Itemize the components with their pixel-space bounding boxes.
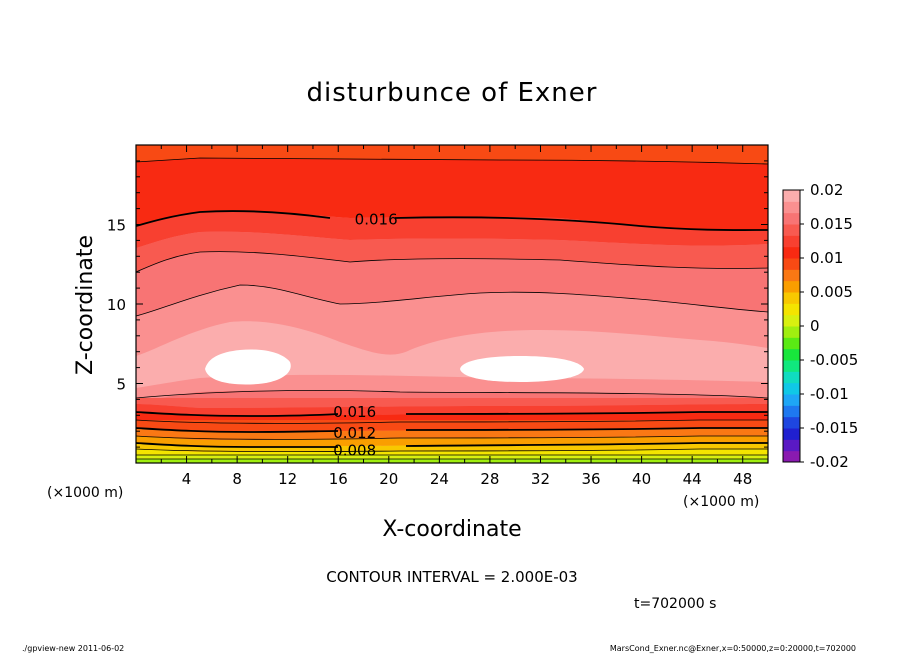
colorbar-segment <box>783 190 800 202</box>
colorbar-tick-label: -0.01 <box>810 385 849 403</box>
x-tick-label: 20 <box>379 470 398 488</box>
band-0.020-plus <box>136 145 768 164</box>
footer-left: ./gpview-new 2011-06-02 <box>22 644 124 653</box>
x-tick-label: 16 <box>329 470 348 488</box>
colorbar-segment <box>783 439 800 452</box>
contour-interval: CONTOUR INTERVAL = 2.000E-03 <box>326 568 577 586</box>
contour-line-0.016-mid <box>136 284 768 317</box>
footer-right: MarsCond_Exner.nc@Exner,x=0:50000,z=0:20… <box>610 644 856 653</box>
colorbar-segment <box>783 416 800 429</box>
colorbar-segment <box>783 405 800 418</box>
x-tick-label: 12 <box>278 470 297 488</box>
contour-line-0.016-upper <box>136 210 768 231</box>
contour-label: 0.012 <box>333 424 376 442</box>
x-tick-label: 8 <box>232 470 242 488</box>
x-tick-label: 36 <box>581 470 600 488</box>
colorbar-tick-label: 0.01 <box>810 249 843 267</box>
colorbar-segment <box>783 280 800 293</box>
colorbar-segment <box>783 326 800 338</box>
white-region-left <box>205 349 291 385</box>
colorbar-ticks: 0.02 0.015 0.01 0.005 0 -0.005 -0.01 -0.015 -0.0… <box>800 181 858 471</box>
x-tick-label: 48 <box>733 470 752 488</box>
colorbar-tick-label: 0.015 <box>810 215 853 233</box>
colorbar-tick-label: 0 <box>810 317 820 335</box>
band-low-0.000 <box>136 459 768 463</box>
colorbar-segment <box>783 428 800 440</box>
x-unit-left: (×1000 m) <box>47 485 123 501</box>
contour-line-0.006-lower <box>136 448 768 452</box>
x-tick-label: 40 <box>632 470 651 488</box>
x-tick-label: 32 <box>531 470 550 488</box>
x-tick-label: 44 <box>683 470 702 488</box>
x-axis-label: X-coordinate <box>382 517 521 542</box>
contour-line-0.016-lower <box>136 411 768 417</box>
contour-line-0.012-lower <box>136 427 768 433</box>
colorbar-tick-label: 0.005 <box>810 283 853 301</box>
colorbar-segment <box>783 337 800 350</box>
filled-contours <box>136 145 768 463</box>
colorbar-segment <box>783 314 800 327</box>
colorbar-segment <box>783 348 800 361</box>
band-0.014-0.016 <box>136 231 768 272</box>
colorbar-segment <box>783 246 800 259</box>
colorbar-segment <box>783 235 800 248</box>
colorbar-segment <box>783 292 800 304</box>
x-unit-right: (×1000 m) <box>683 494 759 510</box>
colorbar-tick-label: -0.005 <box>810 351 858 369</box>
colorbar-segments <box>783 190 800 463</box>
y-ticks: 5 10 15 <box>107 160 768 448</box>
contour-label: 0.016 <box>355 211 398 229</box>
contour-line-0.018-lowmid <box>136 389 768 399</box>
y-tick-label: 5 <box>116 376 126 394</box>
contour-line-0.018-upper <box>136 157 768 165</box>
contour-line-0.014-upper <box>136 251 768 273</box>
x-tick-label: 4 <box>182 470 192 488</box>
colorbar-segment <box>783 201 800 214</box>
contour-line-0.014-lower <box>136 419 768 424</box>
colorbar-tick-label: -0.02 <box>810 453 849 471</box>
contour-line-0.008-lower <box>136 442 768 448</box>
colorbar-segment <box>783 258 800 270</box>
colorbar-segment <box>783 360 800 372</box>
contour-line-0.010-lower <box>136 435 768 440</box>
time-stamp: t=702000 s <box>634 596 716 612</box>
colorbar-segment <box>783 303 800 316</box>
x-tick-label: 24 <box>430 470 449 488</box>
colorbar-segment <box>783 450 800 463</box>
band-0.016-0.018 <box>136 211 768 248</box>
y-axis-label: Z-coordinate <box>73 235 98 375</box>
contour-lines <box>136 157 768 460</box>
band-low-0.018 <box>136 398 768 408</box>
colorbar-segment <box>783 212 800 225</box>
band-low-0.006 <box>136 443 768 452</box>
colorbar-segment <box>783 382 800 395</box>
y-tick-label: 15 <box>107 217 126 235</box>
colorbar: 0.02 0.015 0.01 0.005 0 -0.005 -0.01 -0.015 -0.0… <box>782 181 858 471</box>
colorbar-segment <box>783 371 800 384</box>
colorbar-segment <box>783 224 800 236</box>
band-0.020-peak <box>136 321 768 388</box>
chart-title: disturbunce of Exner <box>307 78 598 108</box>
contour-label: 0.016 <box>333 403 376 421</box>
white-region-right <box>460 356 584 382</box>
y-tick-label: 10 <box>107 296 126 314</box>
contour-label: 0.008 <box>333 441 376 459</box>
x-ticks: 4 8 12 16 20 24 28 32 36 40 44 48 <box>160 145 752 488</box>
x-tick-label: 28 <box>480 470 499 488</box>
colorbar-segment <box>783 269 800 282</box>
band-low-0.002 <box>136 455 768 459</box>
colorbar-tick-label: 0.02 <box>810 181 843 199</box>
band-0.018-0.020 <box>136 145 768 231</box>
colorbar-tick-label: -0.015 <box>810 419 858 437</box>
colorbar-segment <box>783 394 800 406</box>
